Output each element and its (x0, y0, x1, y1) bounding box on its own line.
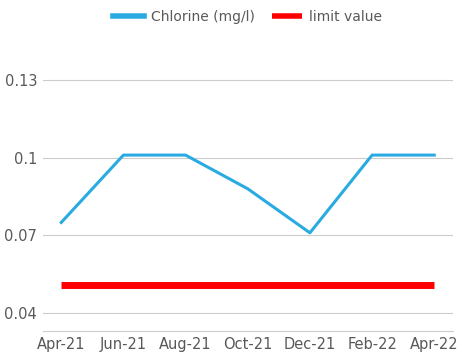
Chlorine (mg/l) (59, 220, 64, 225)
Line: Chlorine (mg/l): Chlorine (mg/l) (61, 155, 434, 233)
Chlorine (mg/l) (183, 153, 188, 157)
Chlorine (mg/l) (307, 231, 312, 235)
Chlorine (mg/l) (245, 187, 251, 191)
Chlorine (mg/l) (120, 153, 126, 157)
Legend: Chlorine (mg/l), limit value: Chlorine (mg/l), limit value (108, 5, 387, 30)
Chlorine (mg/l) (369, 153, 375, 157)
Chlorine (mg/l) (432, 153, 437, 157)
